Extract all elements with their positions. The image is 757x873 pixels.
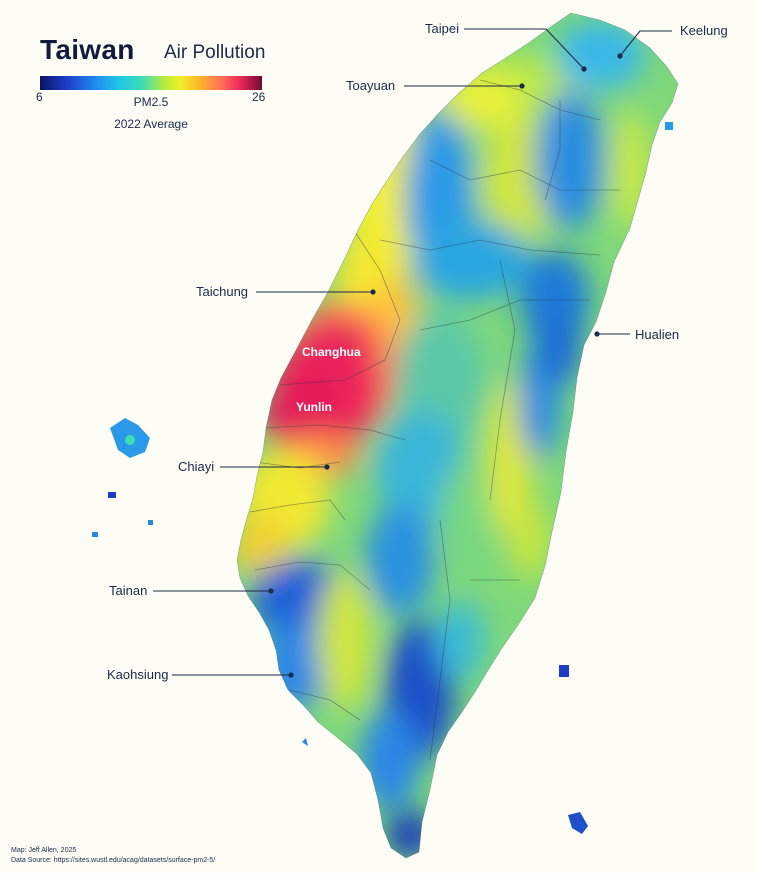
map-subtitle: Air Pollution: [164, 42, 266, 63]
region-label-yunlin: Yunlin: [296, 400, 332, 414]
legend-variable-label: PM2.5: [133, 95, 169, 109]
legend-max-label: 26: [252, 90, 266, 104]
small-islands: [92, 122, 673, 834]
map-title: Taiwan: [40, 34, 135, 65]
city-label-kaohsiung: Kaohsiung: [107, 667, 169, 682]
city-label-taichung: Taichung: [196, 284, 249, 299]
credits-source: Data Source: https://sites.wustl.edu/aca…: [11, 857, 216, 864]
city-label-hualien: Hualien: [635, 327, 680, 342]
credits-author: Map: Jeff Allen, 2025: [11, 847, 77, 854]
city-label-chiayi: Chiayi: [178, 459, 215, 474]
legend-color-bar: [40, 76, 262, 90]
pm25-raster: [237, 13, 678, 858]
city-markers: [268, 53, 623, 678]
legend-period-label: 2022 Average: [114, 117, 188, 131]
credits: Map: Jeff Allen, 2025 Data Source: https…: [11, 846, 215, 866]
city-label-tainan: Tainan: [109, 583, 148, 598]
city-label-taipei: Taipei: [425, 21, 459, 36]
region-label-changhua: Changhua: [302, 345, 361, 359]
city-label-keelung: Keelung: [680, 23, 728, 38]
legend-min-label: 6: [36, 90, 43, 104]
leader-lines: [153, 28, 672, 676]
city-label-toayuan: Toayuan: [346, 78, 396, 93]
